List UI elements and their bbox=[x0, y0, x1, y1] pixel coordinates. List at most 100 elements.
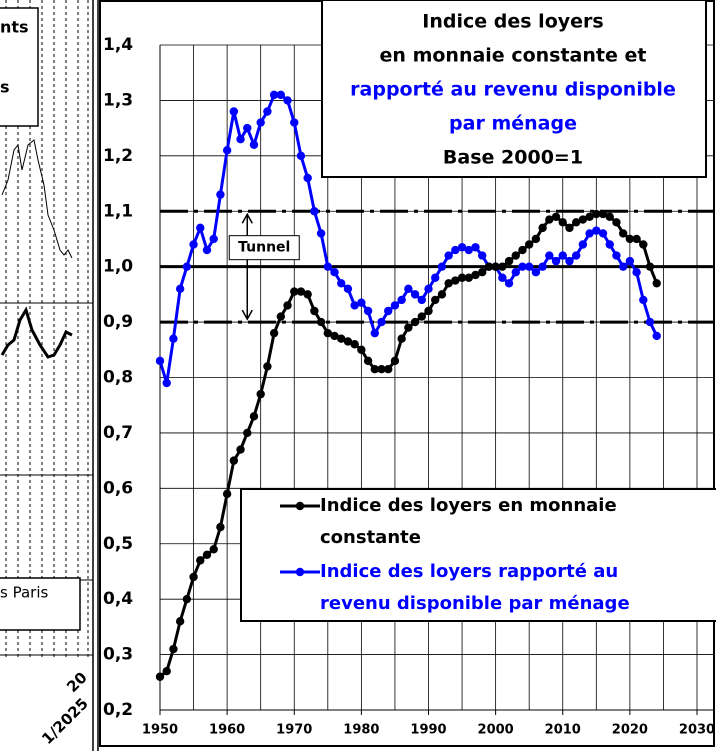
marker bbox=[189, 240, 198, 249]
marker bbox=[397, 295, 406, 305]
marker bbox=[175, 617, 185, 626]
marker bbox=[222, 489, 232, 499]
marker bbox=[471, 270, 480, 280]
marker bbox=[424, 306, 433, 316]
x-tick-label: 2020 bbox=[612, 723, 648, 738]
marker bbox=[518, 262, 527, 271]
marker bbox=[229, 107, 239, 116]
legend: Indice des loyers en monnaie constante In… bbox=[240, 488, 716, 622]
fragment-x-label: 1/2025 bbox=[38, 695, 92, 749]
marker bbox=[169, 644, 178, 654]
marker bbox=[538, 262, 547, 271]
marker bbox=[417, 312, 426, 321]
y-tick-label: 0,4 bbox=[103, 589, 133, 609]
chart-title: par ménage bbox=[449, 113, 577, 135]
marker bbox=[175, 284, 185, 294]
x-tick-label: 2000 bbox=[478, 723, 514, 738]
marker bbox=[323, 262, 333, 271]
marker bbox=[585, 212, 594, 221]
marker bbox=[491, 262, 500, 271]
marker bbox=[243, 123, 252, 133]
y-tick-label: 0,9 bbox=[103, 312, 133, 332]
marker bbox=[531, 268, 541, 277]
marker bbox=[330, 268, 339, 277]
y-tick-label: 1,4 bbox=[103, 35, 133, 55]
marker bbox=[538, 223, 547, 233]
marker bbox=[229, 456, 239, 465]
marker bbox=[511, 251, 520, 260]
marker bbox=[155, 356, 165, 366]
marker bbox=[290, 287, 299, 296]
marker bbox=[652, 331, 661, 341]
marker bbox=[598, 229, 608, 238]
marker bbox=[296, 287, 306, 296]
marker bbox=[444, 279, 453, 288]
title-box bbox=[321, 0, 707, 178]
fragment-text: s bbox=[0, 78, 10, 97]
marker bbox=[524, 240, 534, 249]
marker bbox=[363, 306, 373, 316]
marker bbox=[471, 243, 480, 252]
x-tick-label: 2010 bbox=[545, 723, 581, 738]
marker bbox=[283, 96, 292, 105]
marker bbox=[571, 251, 581, 260]
marker bbox=[357, 345, 366, 354]
chart-title: Base 2000=1 bbox=[443, 147, 583, 169]
marker bbox=[343, 337, 353, 346]
marker bbox=[202, 550, 212, 560]
left-fragment: nts s s Paris 20 1/2025 bbox=[0, 0, 99, 751]
legend-entry: Indice des loyers rapporté au revenu dis… bbox=[242, 556, 716, 620]
marker bbox=[565, 256, 574, 266]
marker bbox=[384, 306, 393, 316]
marker bbox=[196, 223, 205, 233]
marker bbox=[296, 151, 306, 161]
marker bbox=[209, 234, 218, 244]
marker bbox=[276, 90, 286, 100]
chart-title: en monnaie constante et bbox=[380, 45, 647, 67]
y-tick-label: 1,2 bbox=[103, 146, 133, 166]
marker bbox=[162, 667, 171, 676]
marker bbox=[377, 364, 386, 374]
marker bbox=[558, 251, 567, 260]
marker bbox=[625, 234, 635, 244]
marker bbox=[431, 273, 440, 282]
y-tick-label: 0,2 bbox=[103, 700, 133, 720]
marker bbox=[451, 245, 460, 255]
marker bbox=[303, 173, 312, 183]
annotation: Tunnel bbox=[238, 240, 290, 256]
marker bbox=[263, 107, 272, 116]
marker bbox=[337, 279, 346, 288]
marker bbox=[370, 328, 379, 338]
y-tick-label: 0,5 bbox=[103, 534, 133, 554]
marker bbox=[390, 356, 400, 366]
marker bbox=[437, 290, 447, 299]
marker bbox=[545, 215, 554, 224]
marker bbox=[498, 273, 507, 282]
marker bbox=[518, 245, 527, 255]
marker bbox=[410, 317, 420, 327]
marker bbox=[249, 412, 259, 421]
marker bbox=[410, 290, 420, 299]
x-tick-label: 1990 bbox=[410, 723, 446, 738]
marker bbox=[209, 545, 218, 554]
plot: 1950 1960 1970 1980 1990 2000 2010 2020 2030 0,2 0… bbox=[99, 0, 715, 747]
marker bbox=[605, 212, 614, 221]
x-tick-label: 1980 bbox=[343, 723, 379, 738]
marker bbox=[632, 268, 641, 277]
marker bbox=[182, 262, 192, 271]
marker bbox=[504, 279, 514, 288]
marker bbox=[189, 572, 198, 582]
marker bbox=[645, 262, 655, 271]
legend-swatch bbox=[280, 501, 320, 511]
marker bbox=[457, 243, 467, 252]
marker bbox=[464, 273, 473, 282]
x-tick-label: 1970 bbox=[276, 723, 312, 738]
marker bbox=[196, 556, 205, 565]
marker bbox=[451, 276, 460, 285]
marker bbox=[263, 362, 272, 371]
marker bbox=[390, 301, 400, 310]
x-tick-label: 1960 bbox=[209, 723, 245, 738]
marker bbox=[551, 212, 561, 221]
marker bbox=[377, 317, 386, 327]
marker bbox=[578, 215, 588, 224]
